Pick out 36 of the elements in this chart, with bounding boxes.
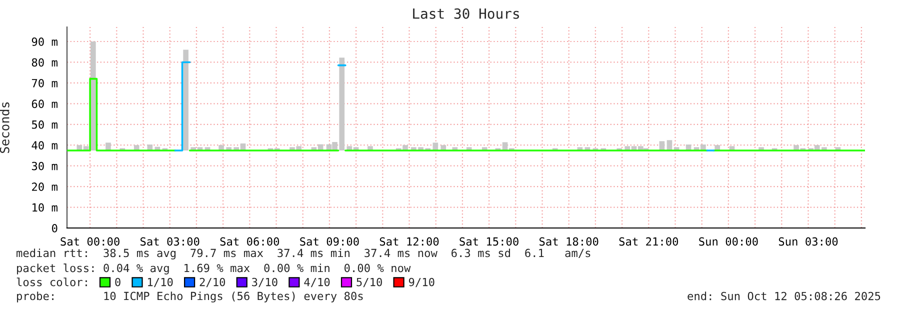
y-tick-label: 0 bbox=[52, 224, 58, 232]
x-tick-label: Sat 00:00 bbox=[60, 237, 120, 246]
x-tick-label: Sat 15:00 bbox=[460, 237, 518, 246]
legend-label: 9/10 bbox=[408, 278, 434, 288]
legend-label: 3/10 bbox=[252, 278, 278, 288]
legend-label: 0 bbox=[115, 278, 120, 286]
legend-label: 1/10 bbox=[148, 278, 173, 288]
y-tick-label: 30 m bbox=[32, 162, 58, 170]
y-tick-label: 80 m bbox=[32, 58, 58, 67]
y-tick-label: 40 m bbox=[32, 141, 58, 150]
x-tick-label: Sat 12:00 bbox=[380, 237, 439, 246]
y-tick-label: 20 m bbox=[32, 182, 58, 191]
legend-label: 5/10 bbox=[356, 278, 382, 288]
x-tick-label: Sat 03:00 bbox=[140, 237, 200, 246]
text: probe: 10 ICMP Echo Pings (56 Bytes) every 80s bbox=[17, 292, 363, 302]
legend-label: 4/10 bbox=[304, 278, 330, 288]
y-tick-label: 10 m bbox=[32, 203, 58, 212]
legend-title: loss color: bbox=[16, 278, 87, 286]
y-tick-label: 60 m bbox=[32, 100, 58, 108]
text: end: Sun Oct 12 05:08:26 2025 bbox=[688, 292, 880, 300]
x-tick-label: Sun 00:00 bbox=[699, 237, 758, 246]
bar bbox=[90, 42, 96, 150]
y-tick-label: 90 m bbox=[32, 38, 58, 46]
bar bbox=[183, 50, 188, 150]
y-tick-label: 50 m bbox=[32, 120, 58, 129]
x-tick-label: Sat 18:00 bbox=[540, 237, 598, 246]
x-tick-label: Sat 06:00 bbox=[220, 237, 280, 246]
text: median rtt: 38.5 ms avg 79.7 ms max 37.4 ms min 37.4 ms now 6.3 ms sd 6.1 am/s bbox=[16, 248, 590, 260]
chart-title: Last 30 Hours bbox=[413, 8, 519, 19]
y-tick-label: 70 m bbox=[32, 78, 58, 88]
y-axis-title: Seconds bbox=[0, 102, 10, 153]
text: packet loss: 0.04 % avg 1.69 % max 0.00 % min 0.00 % now bbox=[17, 264, 411, 274]
x-tick-label: Sat 09:00 bbox=[300, 237, 359, 246]
legend-label: 2/10 bbox=[200, 278, 226, 288]
x-tick-label: Sun 03:00 bbox=[778, 237, 838, 246]
x-tick-label: Sat 21:00 bbox=[619, 237, 678, 246]
